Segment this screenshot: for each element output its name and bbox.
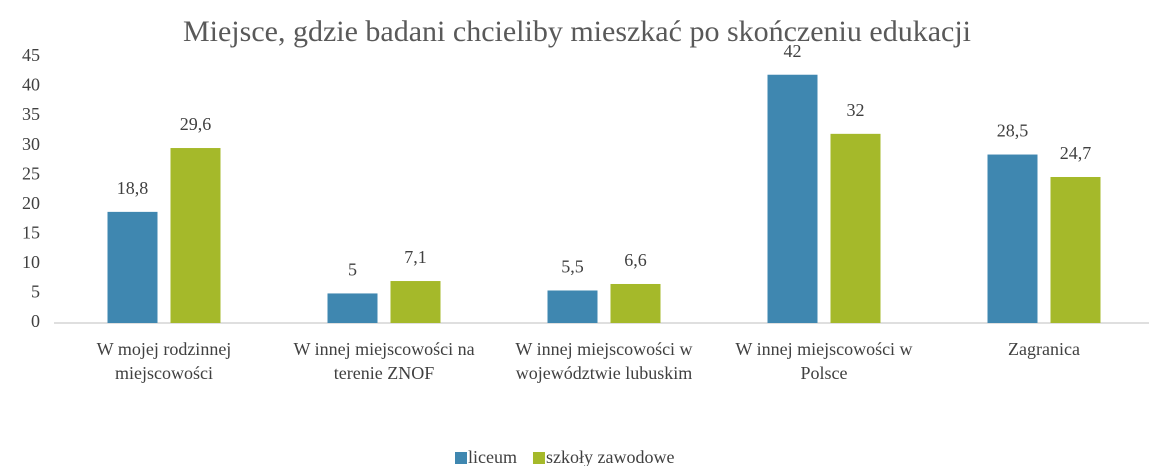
x-tick-label-box: W innej miejscowości na terenie ZNOF <box>293 339 475 383</box>
bar <box>390 281 441 323</box>
bar <box>107 211 158 323</box>
legend-swatch <box>532 452 545 464</box>
bar <box>767 74 818 323</box>
data-label: 5 <box>348 260 357 280</box>
y-tick-label: 40 <box>22 75 40 95</box>
y-tick-label: 25 <box>22 163 40 183</box>
data-label: 28,5 <box>997 121 1029 141</box>
legend-label: szkoły zawodowe <box>546 447 674 466</box>
legend-label: liceum <box>468 447 517 466</box>
data-label: 5,5 <box>561 257 584 277</box>
bar <box>987 154 1038 323</box>
bar <box>830 133 881 323</box>
bar <box>327 293 378 323</box>
x-tick-label-box: W innej miejscowości w Polsce <box>735 339 913 383</box>
y-tick-label: 15 <box>22 222 40 242</box>
data-label: 24,7 <box>1060 143 1092 163</box>
data-label: 42 <box>784 41 802 61</box>
y-tick-label: 5 <box>31 282 40 302</box>
data-label: 6,6 <box>624 250 647 270</box>
data-label: 32 <box>847 100 865 120</box>
bar <box>547 290 598 323</box>
x-tick-label: W innej miejscowości w województwie lubu… <box>515 339 693 383</box>
data-label: 7,1 <box>404 247 427 267</box>
x-tick-label-box: Zagranica <box>1008 339 1080 359</box>
x-tick-label: W innej miejscowości w Polsce <box>735 339 913 383</box>
bar <box>1050 176 1101 323</box>
bar <box>170 148 221 323</box>
chart-title: Miejsce, gdzie badani chcieliby mieszkać… <box>183 15 971 48</box>
data-label: 18,8 <box>117 178 149 198</box>
x-tick-label-box: W mojej rodzinnej miejscowości <box>96 339 232 383</box>
y-tick-label: 0 <box>31 311 40 331</box>
y-tick-label: 20 <box>22 193 40 213</box>
y-tick-label: 10 <box>22 252 40 272</box>
bar <box>610 283 661 323</box>
x-tick-label: W innej miejscowości na terenie ZNOF <box>293 339 475 383</box>
x-tick-label: Zagranica <box>1008 339 1080 359</box>
x-tick-label-box: W innej miejscowości w województwie lubu… <box>515 339 693 383</box>
x-tick-label: W mojej rodzinnej miejscowości <box>96 339 232 383</box>
data-label: 29,6 <box>180 114 212 134</box>
y-tick-label: 30 <box>22 134 40 154</box>
y-tick-label: 35 <box>22 104 40 124</box>
y-tick-label: 45 <box>22 45 40 65</box>
legend-swatch <box>455 452 467 464</box>
